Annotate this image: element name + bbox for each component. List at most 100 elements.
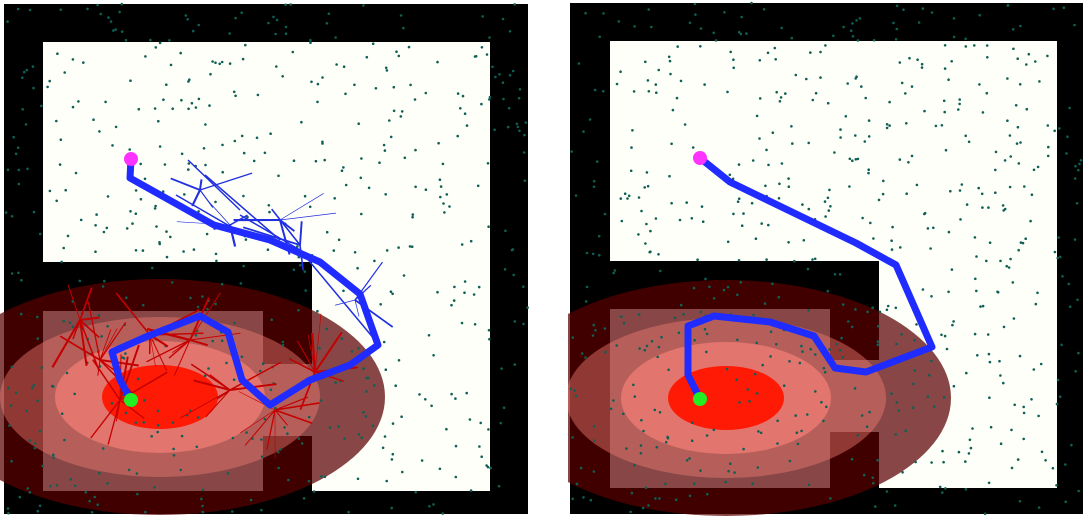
sample-point bbox=[391, 452, 395, 456]
sample-point bbox=[699, 310, 702, 314]
sample-point bbox=[289, 3, 293, 6]
sample-point bbox=[890, 248, 894, 251]
sample-point bbox=[239, 282, 243, 285]
sample-point bbox=[79, 218, 83, 222]
sample-point bbox=[994, 191, 997, 194]
sample-point bbox=[609, 407, 613, 411]
sample-point bbox=[895, 342, 898, 346]
sample-point bbox=[120, 2, 124, 6]
tree-edge bbox=[205, 389, 231, 418]
sample-point bbox=[465, 124, 469, 127]
sample-point bbox=[281, 343, 285, 347]
sample-point bbox=[670, 201, 673, 205]
sample-point bbox=[206, 307, 209, 311]
sample-point bbox=[737, 30, 741, 34]
tree-edge bbox=[274, 402, 320, 411]
sample-point bbox=[877, 198, 881, 202]
sample-point bbox=[917, 21, 921, 24]
sample-point bbox=[943, 110, 946, 114]
sample-point bbox=[1012, 317, 1016, 320]
sample-point bbox=[165, 83, 168, 86]
sample-point bbox=[589, 498, 593, 502]
sample-point bbox=[722, 288, 726, 292]
sample-point bbox=[691, 146, 695, 149]
sample-point bbox=[141, 303, 145, 307]
sample-point bbox=[893, 504, 897, 507]
sample-point bbox=[779, 96, 783, 99]
sample-point bbox=[976, 354, 979, 357]
sample-point bbox=[234, 94, 237, 98]
sample-point bbox=[861, 216, 864, 220]
sample-point bbox=[403, 156, 407, 160]
sample-point bbox=[86, 7, 89, 11]
sample-point bbox=[736, 338, 739, 342]
sample-point bbox=[584, 300, 588, 303]
sample-point bbox=[965, 203, 969, 206]
sample-point bbox=[292, 268, 296, 272]
sample-point bbox=[428, 505, 431, 508]
sample-point bbox=[847, 320, 850, 323]
sample-point bbox=[1052, 7, 1055, 11]
sample-point bbox=[1016, 57, 1019, 60]
sample-point bbox=[958, 189, 962, 192]
tree-edge bbox=[274, 409, 288, 426]
sample-point bbox=[755, 341, 758, 345]
sample-point bbox=[898, 158, 902, 161]
sample-point bbox=[981, 206, 984, 209]
sample-point bbox=[142, 421, 145, 424]
sample-point bbox=[886, 304, 890, 308]
sample-point bbox=[907, 161, 910, 164]
sample-point bbox=[949, 189, 952, 193]
sample-point bbox=[784, 92, 787, 95]
tree-edge bbox=[199, 179, 203, 191]
sample-point bbox=[201, 488, 205, 492]
sample-point bbox=[1039, 362, 1043, 366]
sample-point bbox=[811, 98, 815, 102]
sample-point bbox=[974, 277, 977, 281]
sample-point bbox=[486, 465, 490, 469]
sample-point bbox=[654, 217, 658, 220]
sample-point bbox=[647, 8, 650, 11]
sample-point bbox=[876, 343, 880, 347]
sample-point bbox=[894, 433, 897, 436]
sample-point bbox=[382, 143, 386, 147]
sample-point bbox=[641, 506, 645, 510]
sample-point bbox=[729, 462, 732, 466]
sample-point bbox=[952, 17, 956, 20]
sample-point bbox=[705, 434, 709, 437]
sample-point bbox=[828, 188, 831, 192]
sample-point bbox=[488, 36, 491, 39]
sample-point bbox=[648, 250, 651, 254]
sample-point bbox=[488, 98, 491, 101]
sample-point bbox=[644, 242, 647, 245]
sample-point bbox=[390, 458, 394, 461]
tree-edge bbox=[107, 399, 121, 445]
sample-point bbox=[814, 390, 817, 393]
sample-point bbox=[136, 492, 139, 496]
tree-edge bbox=[271, 208, 301, 246]
sample-point bbox=[473, 323, 477, 326]
sample-point bbox=[1070, 443, 1073, 447]
sample-point bbox=[454, 475, 458, 479]
sample-point bbox=[441, 162, 445, 166]
tree-edge bbox=[209, 374, 231, 391]
sample-point bbox=[208, 104, 211, 107]
sample-point bbox=[940, 333, 943, 337]
sample-point bbox=[1051, 466, 1055, 470]
sample-point bbox=[1038, 80, 1041, 83]
sample-point bbox=[964, 45, 968, 48]
sample-point bbox=[989, 425, 993, 429]
sample-point bbox=[214, 302, 217, 306]
sample-point bbox=[693, 2, 697, 6]
tree-edge bbox=[314, 313, 322, 373]
sample-point bbox=[750, 201, 754, 205]
sample-point bbox=[427, 334, 431, 337]
sample-point bbox=[16, 146, 20, 149]
sample-point bbox=[795, 431, 799, 435]
sample-point bbox=[950, 60, 953, 63]
sample-point bbox=[414, 148, 417, 152]
sample-point bbox=[299, 263, 302, 267]
sample-point bbox=[240, 134, 244, 138]
sample-point bbox=[1073, 177, 1077, 180]
sample-point bbox=[103, 279, 106, 283]
